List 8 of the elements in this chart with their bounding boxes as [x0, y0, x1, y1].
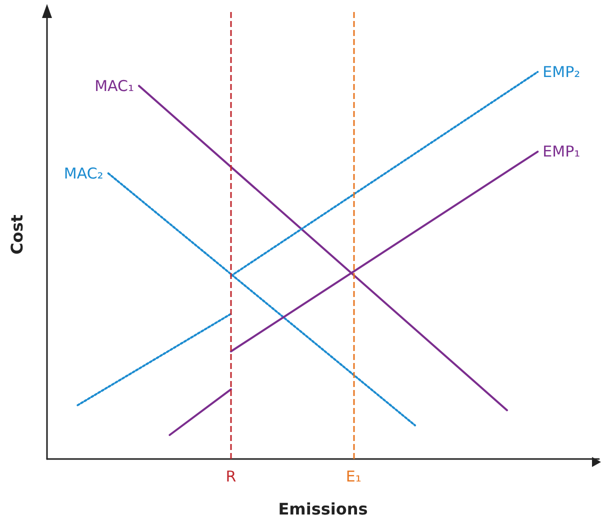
- x-tick-label: R: [226, 468, 236, 486]
- x-axis-title: Emissions: [278, 500, 368, 518]
- series-label: EMP₁: [542, 142, 580, 161]
- series-label: MAC₁: [94, 76, 134, 95]
- series-label: MAC₂: [64, 164, 104, 182]
- x-tick-label: E₁: [346, 468, 362, 486]
- y-axis-title: Cost: [8, 214, 26, 254]
- series-label: EMP₂: [542, 62, 580, 81]
